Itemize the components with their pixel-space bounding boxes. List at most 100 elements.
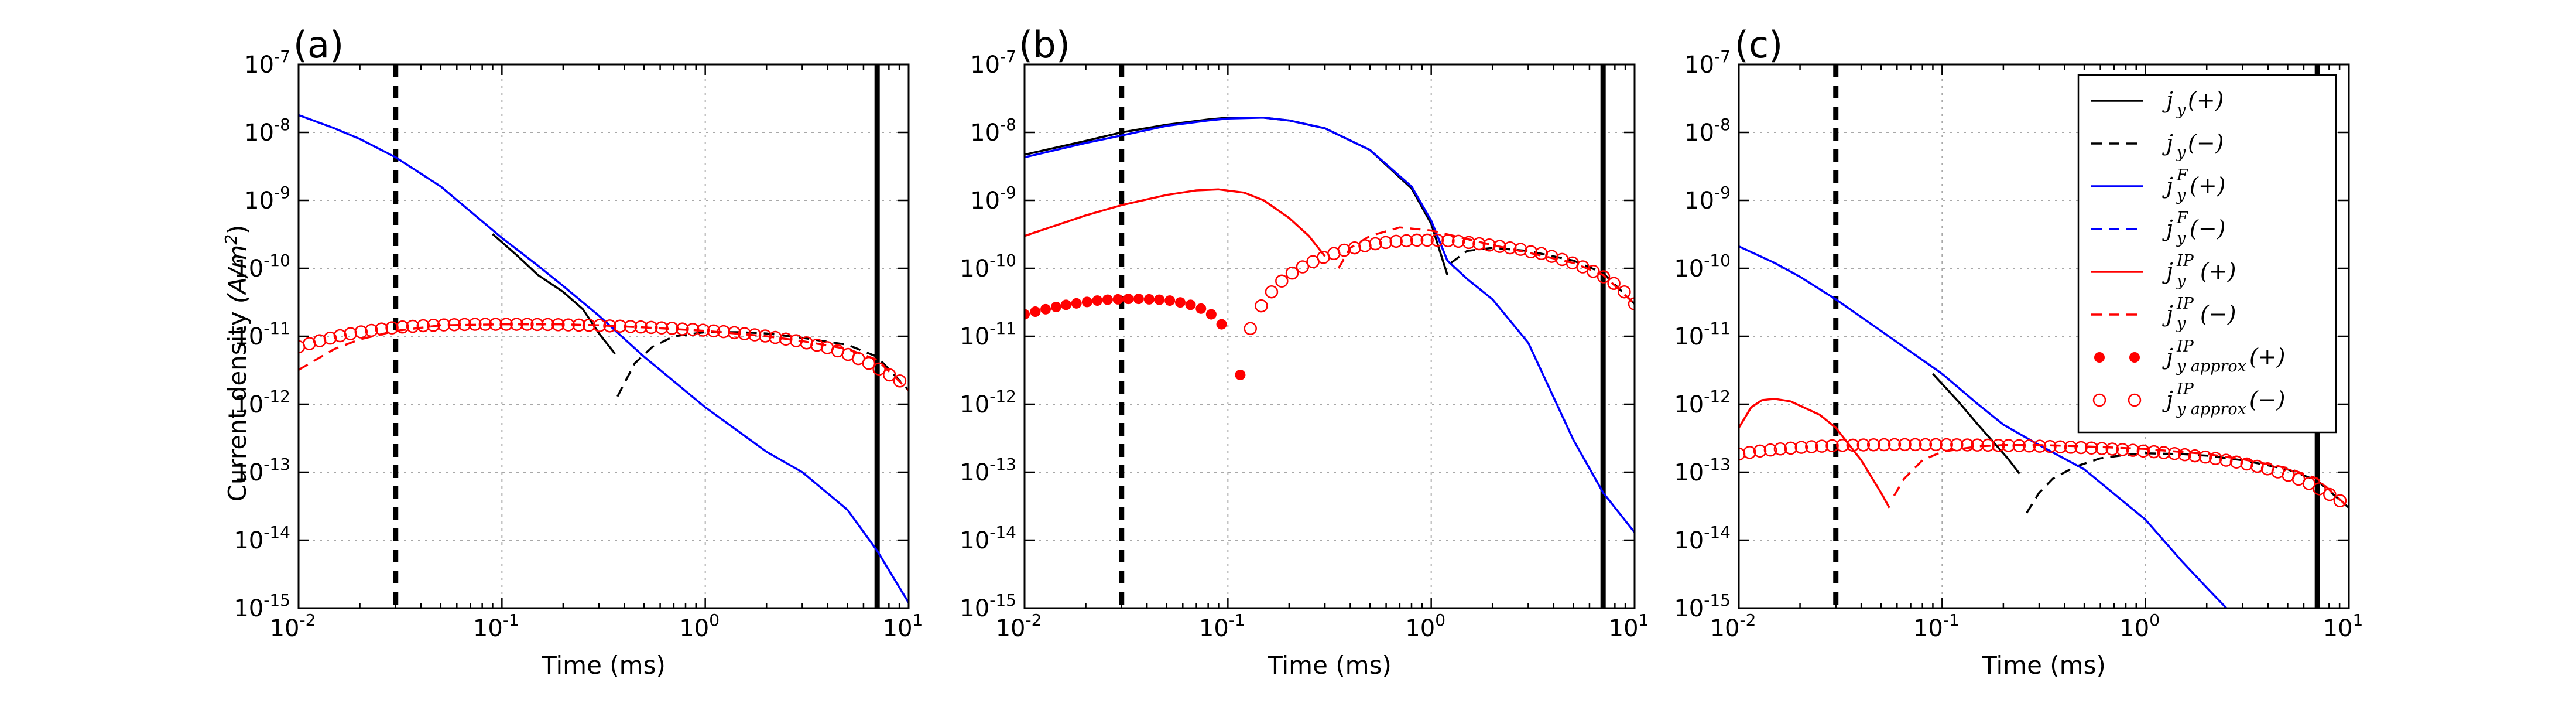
data-point [2053,440,2067,453]
legend-swatch-dot [2129,352,2140,363]
legend-label-arg: (−) [2190,216,2226,241]
data-point [883,368,896,382]
data-point [333,329,347,343]
plot-area [1025,117,1635,533]
data-point [1143,294,1155,305]
data-point [510,318,523,331]
y-tick-label-base: 10 [1674,255,1704,282]
data-point [1503,241,1517,255]
legend-label-arg: (−) [2188,130,2224,156]
data-point [1216,319,1227,330]
series-line [1932,373,2020,475]
data-point [561,318,575,332]
y-tick-label-exp: -13 [1704,455,1731,474]
x-tick-label: 100 [679,610,720,642]
data-point [1102,294,1113,305]
data-point [1805,440,1818,453]
data-point [851,352,865,366]
x-tick-label-base: 10 [473,615,503,642]
data-point [1587,265,1600,278]
x-axis-title: Time (ms) [1267,651,1392,680]
y-tick-label-exp: -11 [1704,319,1731,338]
y-tick-label-base: 10 [970,187,1000,214]
plot-area [1739,245,2349,608]
y-tick-label: 10-10 [960,251,1016,282]
y-tick-label: 10-9 [244,183,290,214]
data-point [468,318,482,331]
y-tick-label-base: 10 [234,595,263,622]
data-point [572,318,586,332]
y-tick-label: 10-7 [970,47,1016,79]
data-point [2323,487,2337,501]
x-tick-label-exp: 0 [2149,610,2160,630]
data-point [696,323,710,337]
plot-area [299,114,909,603]
y-tick-label-base: 10 [234,323,263,350]
y-tick-label: 10-12 [960,387,1016,418]
y-tick-label-base: 10 [960,595,989,622]
legend-label-arg: (−) [2249,387,2286,412]
x-tick-label: 10-1 [473,610,519,642]
legend-label-arg: (+) [2249,344,2286,370]
data-point [613,319,627,333]
data-point [1743,446,1756,459]
legend-label: j yF(−) [2162,209,2226,247]
legend-frame [2077,74,2337,434]
data-point [2012,439,2026,453]
legend-label-sup: F [2176,209,2188,227]
y-tick-label: 10-15 [960,591,1016,622]
x-tick-label-base: 10 [270,615,300,642]
data-point [2022,439,2036,453]
data-point [1410,233,1424,247]
data-point [1909,438,1922,452]
y-tick-label-exp: -11 [263,319,290,338]
data-point [1493,240,1506,253]
data-point [800,336,813,350]
y-tick-label: 10-14 [1674,523,1731,554]
y-tick-label-exp: -11 [989,319,1016,338]
y-tick-label: 10-9 [970,183,1016,214]
data-point [1400,234,1413,248]
legend-label-sub: y [2176,229,2186,247]
data-point [1205,309,1217,320]
data-point [645,320,658,335]
data-point [1389,234,1403,248]
x-tick-label-exp: -1 [1229,610,1245,630]
y-tick-label-base: 10 [960,527,989,554]
y-tick-label-base: 10 [1674,527,1704,554]
y-tick-label: 10-10 [1674,251,1731,282]
x-tick-label-exp: -1 [503,610,519,630]
x-tick-label-exp: -1 [1943,610,1960,630]
y-tick-label-base: 10 [244,187,274,214]
legend-label-sup: IP [2176,295,2194,313]
x-tick-label: 10-2 [996,610,1042,642]
series-line [299,323,909,391]
data-point [2313,482,2326,496]
y-tick-label-base: 10 [1684,120,1714,146]
data-point [396,320,409,334]
data-point [385,321,399,335]
x-tick-label-base: 10 [1710,615,1740,642]
data-point [2188,449,2202,463]
data-point [655,321,669,335]
data-point [2126,443,2140,457]
data-point [1420,233,1434,247]
data-point [1846,438,1860,452]
data-point [1866,438,1880,452]
data-point [489,318,502,331]
data-point [1784,441,1797,455]
data-point [365,323,378,337]
y-tick-label: 10-7 [244,47,290,79]
series-line [1450,247,1635,305]
y-tick-label-base: 10 [1684,187,1714,214]
data-point [2043,439,2057,453]
x-axis-title: Time (ms) [1981,651,2106,680]
data-point [676,322,689,336]
y-tick-label: 10-11 [1674,319,1731,350]
data-point [738,327,751,340]
y-tick-label-base: 10 [234,391,263,418]
data-point [582,319,596,332]
y-tick-label-exp: -8 [1000,115,1016,134]
data-point [2074,441,2088,455]
